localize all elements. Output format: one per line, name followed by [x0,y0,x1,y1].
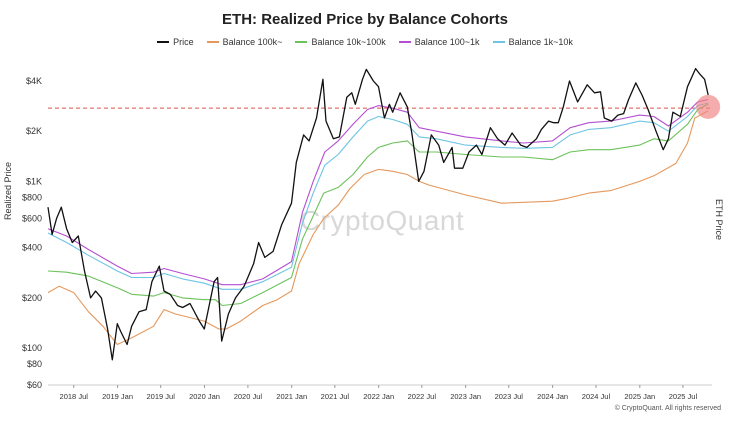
legend-swatch [206,41,219,43]
legend-swatch [398,41,411,43]
y-tick-label: $1K [26,176,42,186]
x-tick-label: 2025 Jul [669,392,698,401]
legend-label: Price [173,37,194,47]
x-tick-label: 2022 Jul [408,392,437,401]
y-tick-label: $100 [22,343,42,353]
y-tick-label: $800 [22,193,42,203]
legend-item[interactable]: Balance 100~1k [398,37,480,47]
x-tick-label: 2019 Jul [147,392,176,401]
copyright-notice: © CryptoQuant. All rights reserved [614,405,721,412]
x-tick-label: 2022 Jan [363,392,394,401]
y-tick-label: $600 [22,213,42,223]
x-tick-label: 2024 Jan [537,392,568,401]
y-tick-label: $60 [27,380,42,390]
x-tick-label: 2021 Jan [276,392,307,401]
x-tick-label: 2024 Jul [582,392,611,401]
series-line-balance-100k [47,110,709,346]
x-tick-label: 2021 Jul [321,392,350,401]
legend-item[interactable]: Balance 100k~ [206,37,283,47]
y-tick-label: $200 [22,293,42,303]
watermark: CryptoQuant [300,205,465,236]
y-tick-label: $80 [27,359,42,369]
x-tick-label: 2019 Jan [102,392,133,401]
x-tick-label: 2023 Jan [450,392,481,401]
legend-item[interactable]: Balance 10k~100k [295,37,386,47]
series-line-price [47,67,709,361]
legend-swatch [295,41,308,43]
legend-item[interactable]: Price [157,37,194,47]
x-tick-label: 2020 Jul [234,392,263,401]
series-line-balance-10k-100k [47,103,709,307]
chart-title: ETH: Realized Price by Balance Cohorts [222,11,508,28]
x-tick-label: 2023 Jul [495,392,524,401]
y-tick-label: $400 [22,243,42,253]
series-line-balance-1k-10k [47,102,709,290]
legend-swatch [492,41,505,43]
legend-label: Balance 100~1k [414,37,480,47]
chart-legend: Price Balance 100k~ Balance 10k~100k Balanc… [0,37,730,47]
x-tick-label: 2025 Jan [624,392,655,401]
legend-label: Balance 10k~100k [311,37,386,47]
x-tick-label: 2018 Jul [60,392,89,401]
x-tick-label: 2020 Jan [189,392,220,401]
legend-label: Balance 1k~10k [508,37,573,47]
legend-item[interactable]: Balance 1k~10k [492,37,573,47]
legend-swatch [157,41,170,43]
legend-label: Balance 100k~ [222,37,283,47]
y-tick-label: $4K [26,76,42,86]
highlight-marker [696,94,721,119]
y-tick-label: $2K [26,126,42,136]
